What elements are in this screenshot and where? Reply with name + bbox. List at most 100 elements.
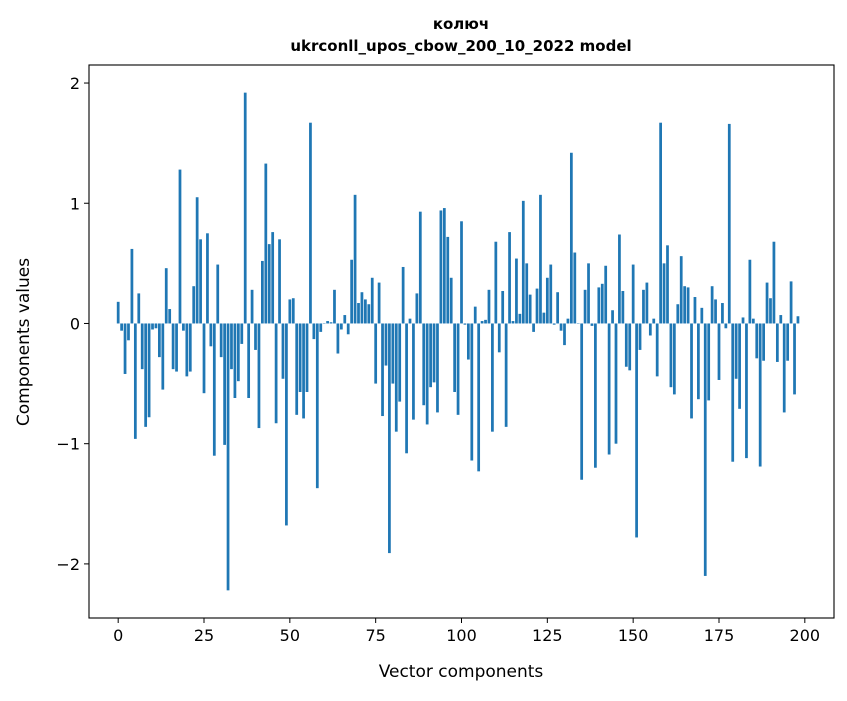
bar: [282, 323, 285, 378]
bar: [182, 323, 185, 330]
bar: [240, 323, 243, 343]
bar: [700, 308, 703, 324]
bar: [673, 323, 676, 394]
bar: [676, 304, 679, 323]
bar: [690, 323, 693, 418]
bar: [759, 323, 762, 466]
bar: [639, 323, 642, 349]
bar: [268, 244, 271, 323]
bar: [601, 284, 604, 324]
bar: [501, 291, 504, 323]
chart-title-line-2: ukrconll_upos_cbow_200_10_2022 model: [290, 37, 631, 55]
bar: [731, 323, 734, 461]
bar: [515, 259, 518, 324]
bar: [237, 323, 240, 381]
bar: [512, 321, 515, 323]
bar: [120, 323, 123, 330]
bar: [261, 261, 264, 324]
bar: [621, 291, 624, 323]
x-tick-label: 75: [365, 626, 385, 645]
bar: [570, 153, 573, 324]
bar: [422, 323, 425, 405]
bar: [216, 265, 219, 324]
x-tick-label: 100: [446, 626, 477, 645]
bar: [518, 314, 521, 324]
bar: [179, 170, 182, 324]
bar: [491, 323, 494, 431]
bar: [395, 323, 398, 431]
bar: [694, 297, 697, 323]
bar: [172, 323, 175, 369]
bar: [749, 260, 752, 324]
bar: [755, 323, 758, 358]
bar: [484, 320, 487, 324]
bar: [525, 263, 528, 323]
bar: [567, 319, 570, 324]
bar: [161, 323, 164, 389]
x-tick-label: 175: [704, 626, 735, 645]
bar: [220, 323, 223, 357]
bar: [738, 323, 741, 408]
bar: [446, 237, 449, 324]
bar: [158, 323, 161, 357]
bar: [309, 123, 312, 324]
bar: [203, 323, 206, 393]
bar: [560, 323, 563, 330]
bar: [244, 93, 247, 324]
bar: [769, 298, 772, 323]
bar: [185, 323, 188, 376]
bar: [783, 323, 786, 412]
bar: [429, 323, 432, 387]
bar: [604, 266, 607, 324]
bar: [371, 278, 374, 324]
bar: [391, 323, 394, 383]
bar: [316, 323, 319, 488]
bar: [762, 323, 765, 360]
bar: [124, 323, 127, 373]
bar: [168, 309, 171, 323]
bar: [196, 197, 199, 323]
bar: [481, 321, 484, 323]
y-tick-label: 2: [70, 74, 80, 93]
bar: [553, 323, 556, 324]
bar: [707, 323, 710, 400]
bar: [498, 323, 501, 352]
bar: [508, 232, 511, 323]
bar: [450, 278, 453, 324]
bar: [385, 323, 388, 365]
bar: [793, 323, 796, 394]
y-tick-label: 0: [70, 314, 80, 333]
bar: [477, 323, 480, 471]
bar: [797, 316, 800, 323]
bar: [151, 323, 154, 329]
bar: [288, 299, 291, 323]
bar: [563, 323, 566, 345]
bar: [440, 210, 443, 323]
bar: [398, 323, 401, 401]
x-tick-label: 50: [280, 626, 300, 645]
bar: [453, 323, 456, 392]
bar: [436, 323, 439, 412]
bar: [326, 321, 329, 323]
bar: [546, 278, 549, 324]
bar: [264, 164, 267, 324]
bar: [632, 265, 635, 324]
bar: [117, 302, 120, 324]
bar: [659, 123, 662, 324]
bar: [292, 298, 295, 323]
bar: [666, 245, 669, 323]
bar: [779, 315, 782, 323]
bar: [646, 283, 649, 324]
bar: [254, 323, 257, 349]
bar: [697, 323, 700, 399]
bar: [127, 323, 130, 340]
bar: [419, 212, 422, 324]
bar: [457, 323, 460, 414]
bar: [258, 323, 261, 428]
bar: [192, 286, 195, 323]
x-tick-label: 200: [790, 626, 821, 645]
bar: [652, 319, 655, 324]
bar: [433, 323, 436, 382]
bar: [549, 265, 552, 324]
